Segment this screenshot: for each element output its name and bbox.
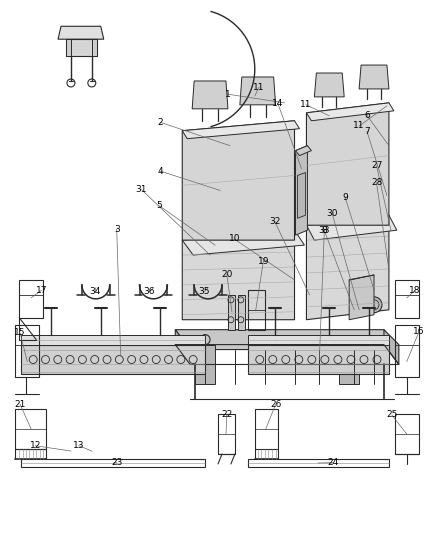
- Text: 22: 22: [221, 410, 233, 419]
- Polygon shape: [66, 39, 71, 56]
- Polygon shape: [307, 215, 397, 240]
- Text: 21: 21: [14, 400, 26, 409]
- Text: 12: 12: [30, 441, 41, 450]
- Polygon shape: [248, 335, 389, 345]
- Polygon shape: [339, 345, 359, 384]
- Polygon shape: [240, 77, 276, 105]
- Text: 9: 9: [343, 193, 348, 202]
- Polygon shape: [307, 215, 389, 320]
- Polygon shape: [248, 345, 389, 375]
- Polygon shape: [182, 230, 304, 255]
- Text: 15: 15: [14, 328, 26, 337]
- Polygon shape: [238, 295, 245, 330]
- Text: 11: 11: [353, 122, 365, 131]
- Text: 25: 25: [386, 410, 397, 419]
- Polygon shape: [192, 81, 228, 109]
- Polygon shape: [359, 65, 389, 89]
- Text: 14: 14: [272, 99, 283, 108]
- Polygon shape: [296, 146, 307, 235]
- Text: 30: 30: [326, 209, 338, 218]
- Text: 26: 26: [270, 400, 281, 409]
- Polygon shape: [182, 121, 294, 240]
- Polygon shape: [307, 103, 389, 225]
- Text: 31: 31: [136, 185, 147, 194]
- Polygon shape: [296, 146, 311, 156]
- Text: 17: 17: [35, 286, 47, 295]
- Text: 36: 36: [144, 287, 155, 296]
- Polygon shape: [175, 330, 399, 350]
- Polygon shape: [182, 121, 300, 139]
- Text: 3: 3: [114, 225, 120, 234]
- Text: 13: 13: [73, 441, 85, 450]
- Text: 33: 33: [318, 226, 330, 235]
- Text: 34: 34: [89, 287, 101, 296]
- Text: 6: 6: [364, 111, 370, 120]
- Text: 24: 24: [327, 458, 339, 467]
- Text: 7: 7: [364, 127, 370, 136]
- Polygon shape: [21, 345, 205, 375]
- Text: 23: 23: [111, 458, 122, 467]
- Polygon shape: [314, 73, 344, 97]
- Text: 28: 28: [371, 178, 382, 187]
- Polygon shape: [307, 103, 394, 121]
- Text: 32: 32: [269, 217, 280, 226]
- Polygon shape: [195, 345, 215, 384]
- Polygon shape: [297, 173, 305, 218]
- Circle shape: [366, 297, 382, 313]
- Text: 1: 1: [225, 90, 230, 99]
- Polygon shape: [92, 39, 97, 56]
- Text: 20: 20: [221, 270, 233, 279]
- Text: 10: 10: [229, 235, 240, 244]
- Text: 8: 8: [321, 226, 327, 235]
- Text: 35: 35: [198, 287, 209, 296]
- Polygon shape: [228, 295, 235, 330]
- Text: 18: 18: [409, 286, 420, 295]
- Text: 4: 4: [157, 166, 163, 175]
- Text: 11: 11: [253, 83, 265, 92]
- Text: 11: 11: [300, 100, 312, 109]
- Text: 27: 27: [371, 161, 382, 170]
- Text: 19: 19: [258, 257, 269, 265]
- Text: 2: 2: [157, 118, 163, 127]
- Polygon shape: [175, 330, 190, 365]
- Polygon shape: [349, 275, 374, 320]
- Polygon shape: [384, 330, 399, 365]
- Polygon shape: [21, 335, 205, 345]
- Polygon shape: [182, 230, 294, 320]
- Polygon shape: [58, 26, 104, 39]
- Polygon shape: [66, 39, 97, 56]
- Text: 5: 5: [156, 201, 162, 210]
- Text: 16: 16: [413, 327, 425, 336]
